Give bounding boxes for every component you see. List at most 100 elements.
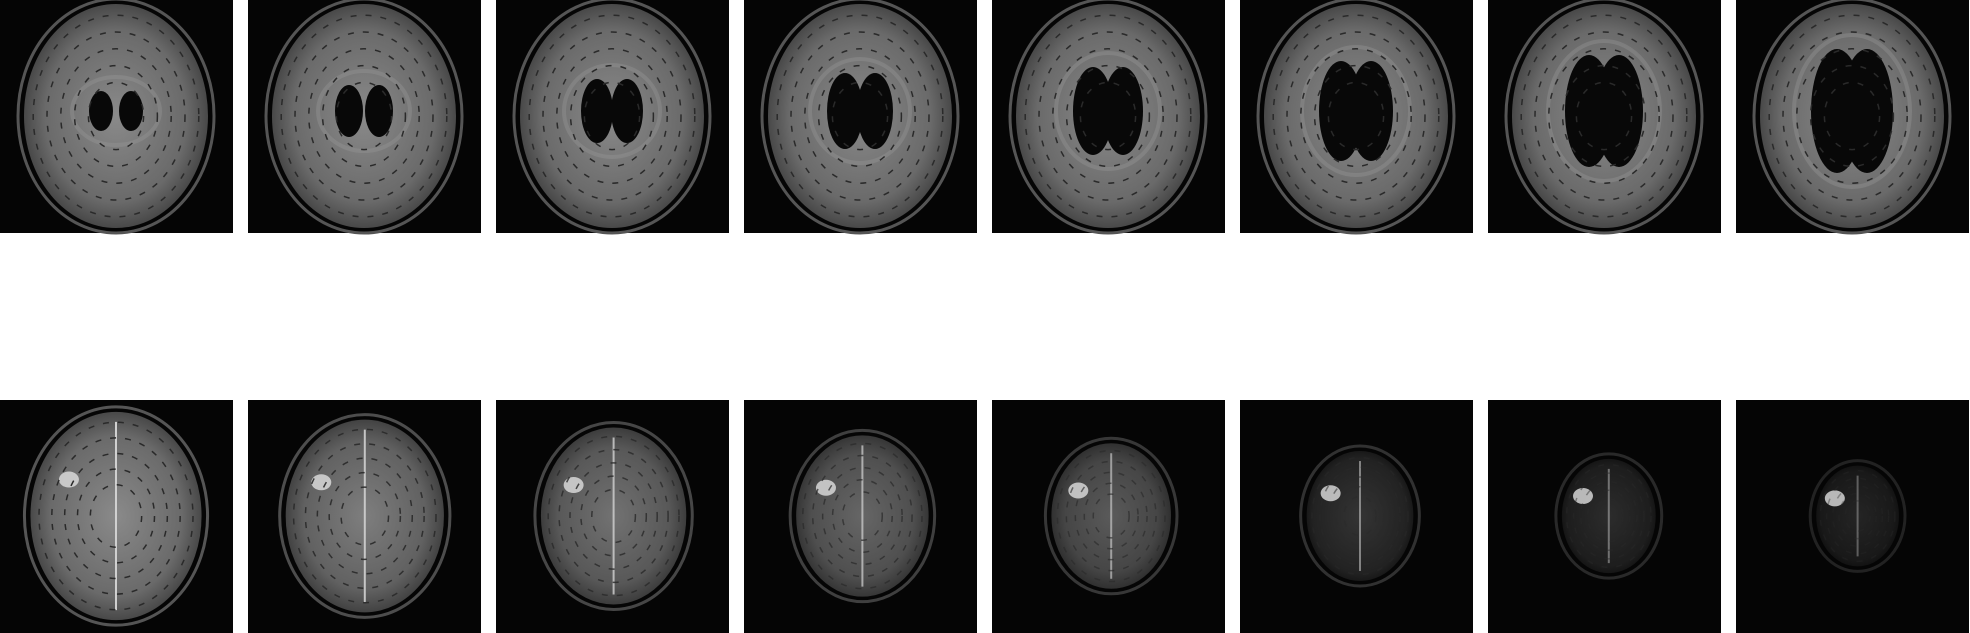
sulcus	[1327, 476, 1393, 556]
periventricular	[70, 75, 162, 147]
sulcus	[1823, 81, 1881, 151]
periventricular	[808, 57, 912, 165]
skull-outline	[788, 428, 937, 604]
mri-slice	[0, 400, 233, 633]
sulcus	[1335, 486, 1385, 546]
sulcus	[1832, 485, 1884, 547]
skull-outline	[16, 0, 216, 235]
sulcus	[1809, 64, 1895, 168]
sulcus	[1272, 14, 1440, 218]
sulcus	[569, 462, 658, 570]
sulcus	[1561, 64, 1647, 168]
sulcus	[1768, 14, 1936, 218]
skull-outline	[1808, 459, 1907, 573]
brain-tissue	[1561, 458, 1656, 574]
sulcus	[528, 14, 696, 218]
sulcus	[1327, 81, 1385, 151]
lesion	[1572, 488, 1593, 505]
sulcus	[1092, 493, 1130, 539]
ventricle-right	[1103, 67, 1143, 155]
sulcus	[591, 488, 637, 544]
sulcus	[1083, 482, 1139, 550]
sulcus	[558, 448, 669, 584]
sulcus	[821, 466, 903, 566]
skull-outline	[512, 0, 712, 235]
sulcus	[304, 443, 425, 589]
sulcus	[1838, 492, 1877, 540]
sulcus	[1565, 463, 1652, 569]
ventricle-left	[89, 91, 113, 131]
sulcus	[1593, 498, 1624, 534]
brain-tissue	[24, 4, 208, 228]
periventricular	[1792, 33, 1912, 189]
sulcus	[583, 81, 641, 151]
sulcus	[1056, 449, 1166, 583]
sulcus	[32, 14, 200, 218]
sulcus	[1286, 31, 1426, 201]
sulcus	[87, 81, 145, 151]
sulcus	[1065, 64, 1151, 168]
sulcus	[60, 48, 172, 184]
lesion	[1824, 490, 1845, 507]
sulcus	[63, 452, 169, 580]
sulcus	[321, 64, 407, 168]
periventricular	[1300, 45, 1412, 177]
sulcus	[328, 471, 402, 561]
periventricular	[316, 69, 412, 153]
sulcus	[1844, 500, 1871, 532]
sulcus	[1024, 14, 1192, 218]
sulcus	[46, 31, 186, 201]
sulcus	[292, 428, 437, 604]
periventricular	[562, 63, 662, 159]
sulcus	[811, 454, 913, 578]
lesion	[1068, 482, 1089, 499]
sulcus	[76, 468, 156, 564]
sulcus	[1300, 48, 1412, 184]
mri-slice	[992, 400, 1225, 633]
sulcus	[294, 31, 434, 201]
sulcus	[556, 48, 668, 184]
sulcus	[1534, 31, 1674, 201]
ventricle-right	[1349, 61, 1393, 161]
skull-outline	[264, 0, 464, 235]
ventricle-right	[119, 91, 143, 131]
mri-slice	[248, 0, 481, 235]
skull-outline	[1299, 444, 1421, 588]
mri-slice	[1240, 400, 1473, 633]
sulcus	[790, 31, 930, 201]
sulcus	[817, 64, 903, 168]
mri-slice	[744, 0, 977, 235]
ventricle-left	[581, 79, 613, 143]
sulcus	[831, 478, 893, 554]
sulcus	[542, 31, 682, 201]
skull-outline	[278, 413, 452, 619]
ventricle-left	[335, 85, 363, 137]
sulcus	[73, 64, 159, 168]
sulcus	[569, 64, 655, 168]
sulcus	[1313, 64, 1399, 168]
sulcus	[1782, 31, 1922, 201]
lesion	[58, 471, 79, 488]
mri-slice	[0, 0, 233, 235]
sulcus	[308, 48, 420, 184]
sulcus	[1819, 469, 1896, 563]
sulcus	[280, 14, 448, 218]
ventricle-left	[1073, 67, 1113, 155]
sulcus	[776, 14, 944, 218]
sulcus	[1074, 471, 1148, 561]
skull-outline	[1504, 0, 1704, 235]
mri-slice	[1736, 0, 1969, 235]
sulcus	[1520, 14, 1688, 218]
sulcus	[51, 437, 181, 595]
sulcus	[1572, 472, 1645, 560]
lesion	[815, 479, 836, 496]
sulcus	[1311, 456, 1409, 576]
ventricle-right	[857, 73, 893, 149]
sulcus	[1586, 489, 1631, 543]
lesion	[563, 477, 584, 494]
sulcus	[1319, 466, 1401, 566]
ventricle-right	[611, 79, 643, 143]
skull-outline	[1752, 0, 1952, 235]
